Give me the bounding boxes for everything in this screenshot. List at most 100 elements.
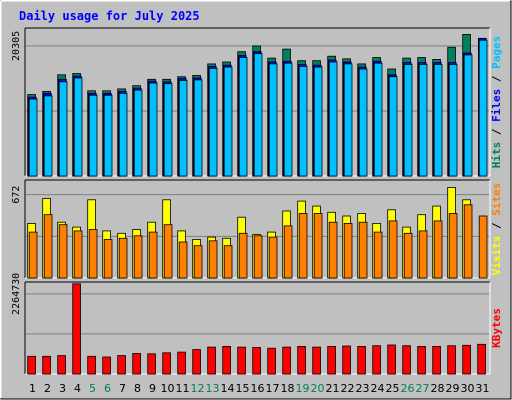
bar-sites-day-13	[208, 240, 218, 279]
x-tick-label: 24	[371, 382, 385, 395]
legend-part: Visits	[490, 236, 503, 276]
bar-sites-day-26	[403, 232, 413, 279]
bar-sites-day-31	[478, 215, 488, 279]
bar-pages-day-17	[268, 63, 278, 177]
bar-sites-day-23	[358, 221, 368, 279]
x-tick-label: 12	[191, 382, 205, 395]
panel-bottom: 2264730 KBytes	[11, 273, 503, 375]
x-tick-label: 2	[44, 382, 51, 395]
bar-pages-day-8	[133, 89, 143, 177]
bar-kbytes-day-6	[102, 356, 111, 375]
x-tick-label: 25	[386, 382, 400, 395]
x-tick-label: 19	[296, 382, 310, 395]
bar-kbytes-day-13	[207, 346, 216, 375]
series-kbytes	[27, 283, 486, 375]
bar-sites-day-8	[133, 235, 143, 279]
bar-sites-day-22	[343, 222, 353, 279]
bar-pages-day-29	[448, 64, 458, 177]
panel-legend-label: Visits / Sites	[490, 183, 503, 276]
bar-sites-day-14	[223, 245, 233, 279]
x-tick-label: 5	[89, 382, 96, 395]
y-tick-label: 2264730	[11, 273, 22, 315]
bar-kbytes-day-31	[477, 343, 486, 375]
bar-kbytes-day-2	[42, 355, 51, 375]
bar-kbytes-day-15	[237, 346, 246, 375]
x-tick-label: 11	[176, 382, 190, 395]
x-tick-label: 3	[59, 382, 66, 395]
bar-sites-day-27	[418, 230, 428, 279]
bar-kbytes-day-21	[327, 345, 336, 375]
bar-sites-day-16	[253, 235, 263, 279]
bar-kbytes-day-8	[132, 353, 141, 375]
bar-pages-day-19	[298, 66, 308, 177]
bar-sites-day-6	[103, 239, 113, 279]
bar-pages-day-2	[43, 95, 53, 177]
x-tick-label: 8	[134, 382, 141, 395]
bar-pages-day-9	[148, 82, 158, 177]
bar-pages-day-6	[103, 94, 113, 177]
bar-kbytes-day-10	[162, 352, 171, 375]
bar-pages-day-7	[118, 93, 128, 177]
bar-kbytes-day-9	[147, 353, 156, 375]
series-pages	[28, 39, 488, 177]
bar-pages-day-15	[238, 57, 248, 177]
bar-sites-day-15	[238, 232, 248, 279]
bar-sites-day-1	[28, 231, 38, 279]
bar-pages-day-3	[58, 81, 68, 177]
bar-pages-day-4	[73, 77, 83, 177]
x-tick-label: 15	[236, 382, 250, 395]
bar-kbytes-day-1	[27, 355, 36, 375]
legend-part: KBytes	[490, 308, 503, 348]
bar-sites-day-5	[88, 229, 98, 279]
bar-sites-day-21	[328, 221, 338, 279]
bar-kbytes-day-14	[222, 345, 231, 375]
bar-kbytes-day-5	[87, 355, 96, 375]
bar-pages-day-18	[283, 62, 293, 177]
x-tick-label: 22	[341, 382, 355, 395]
bar-kbytes-day-23	[357, 345, 366, 375]
x-tick-label: 21	[326, 382, 340, 395]
x-tick-label: 26	[401, 382, 415, 395]
x-tick-label: 27	[416, 382, 430, 395]
bar-sites-day-30	[463, 204, 473, 279]
bar-kbytes-day-22	[342, 345, 351, 375]
panel-legend-label: KBytes	[490, 308, 503, 348]
x-tick-label: 28	[431, 382, 445, 395]
bar-kbytes-day-30	[462, 344, 471, 375]
bar-pages-day-28	[433, 64, 443, 177]
bar-pages-day-23	[358, 68, 368, 177]
legend-part: Hits	[490, 142, 503, 169]
bar-pages-day-22	[343, 63, 353, 177]
panel-legend-label: Hits / Files / Pages	[490, 36, 503, 169]
bar-sites-day-11	[178, 241, 188, 279]
legend-part: Sites	[490, 183, 503, 216]
bar-kbytes-day-17	[267, 347, 276, 375]
bar-sites-day-12	[193, 245, 203, 279]
bar-pages-day-25	[388, 76, 398, 177]
bar-sites-day-19	[298, 213, 308, 279]
panels-group: 20305 Hits / Files / Pages 672 Visits / Sit…	[11, 27, 503, 375]
bar-sites-day-4	[73, 230, 83, 279]
bar-pages-day-1	[28, 98, 38, 177]
series-sites	[28, 204, 488, 279]
bar-sites-day-25	[388, 220, 398, 279]
bar-pages-day-24	[373, 62, 383, 177]
bar-pages-day-30	[463, 54, 473, 177]
legend-part: Pages	[490, 36, 503, 69]
bar-sites-day-18	[283, 225, 293, 279]
x-tick-label: 10	[161, 382, 175, 395]
bar-pages-day-31	[478, 39, 488, 177]
bar-pages-day-5	[88, 94, 98, 177]
bar-kbytes-day-16	[252, 347, 261, 375]
bar-kbytes-day-27	[417, 345, 426, 375]
bar-pages-day-11	[178, 80, 188, 177]
bar-kbytes-day-28	[432, 345, 441, 375]
bar-kbytes-day-29	[447, 345, 456, 375]
bar-sites-day-20	[313, 213, 323, 279]
bar-kbytes-day-18	[282, 346, 291, 375]
x-tick-label: 1	[29, 382, 36, 395]
x-tick-label: 9	[149, 382, 156, 395]
bar-sites-day-2	[43, 214, 53, 279]
legend-part: Files	[490, 89, 503, 122]
